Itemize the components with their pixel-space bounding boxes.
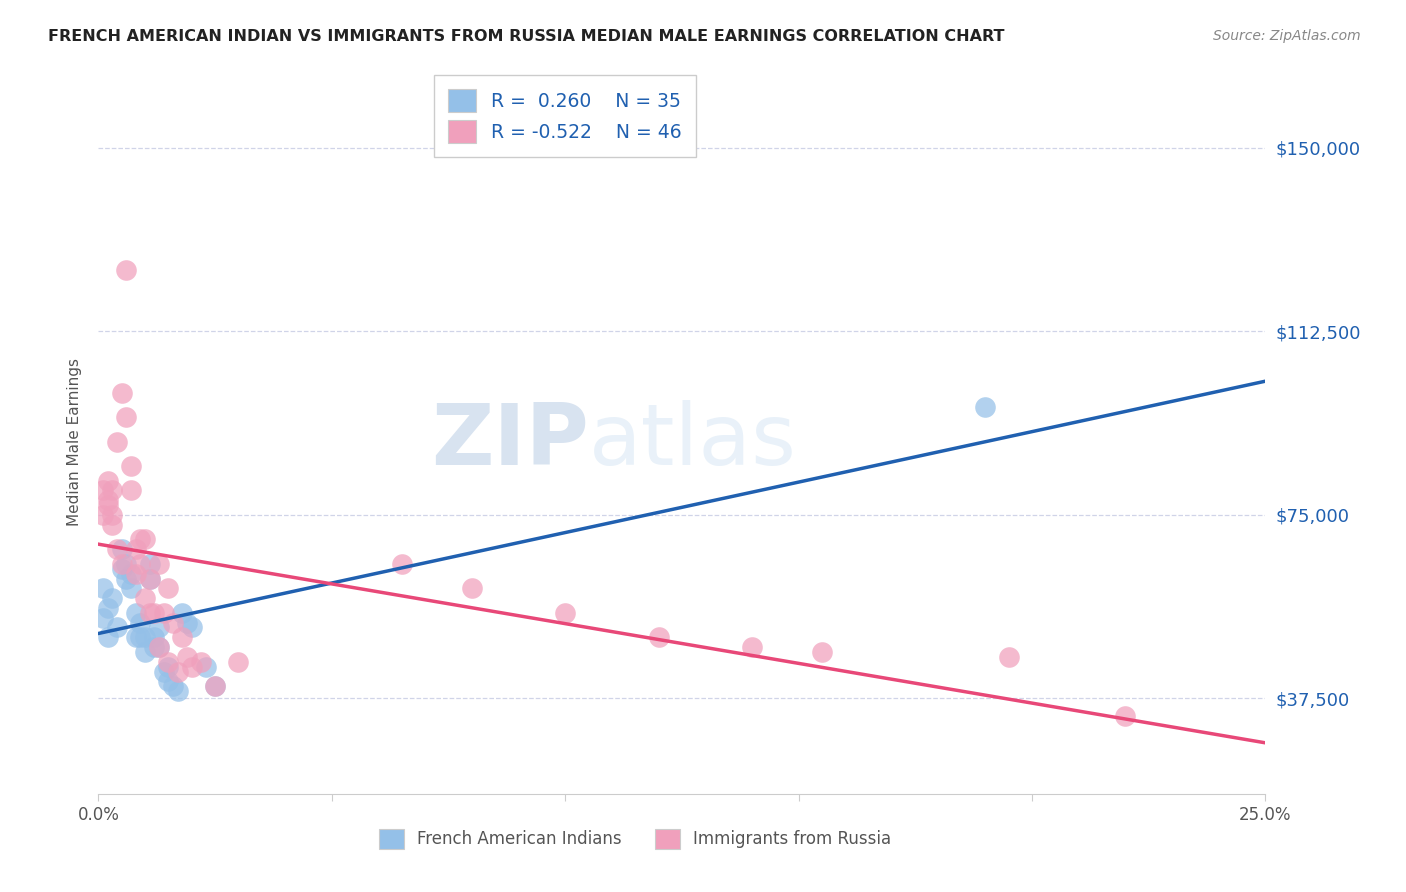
Point bbox=[125, 566, 148, 581]
Point bbox=[120, 483, 142, 498]
Point bbox=[166, 665, 188, 679]
Point bbox=[554, 606, 576, 620]
Point bbox=[134, 630, 156, 644]
Point bbox=[91, 582, 114, 596]
Point bbox=[129, 533, 152, 547]
Point bbox=[157, 582, 180, 596]
Point bbox=[101, 517, 124, 532]
Point bbox=[162, 679, 184, 693]
Point bbox=[143, 606, 166, 620]
Point bbox=[105, 542, 128, 557]
Point bbox=[129, 630, 152, 644]
Point bbox=[115, 410, 138, 425]
Point bbox=[111, 542, 134, 557]
Point bbox=[172, 630, 194, 644]
Point bbox=[143, 630, 166, 644]
Point bbox=[157, 659, 180, 673]
Point bbox=[129, 557, 152, 571]
Point bbox=[120, 458, 142, 473]
Point bbox=[125, 542, 148, 557]
Point bbox=[157, 674, 180, 689]
Point bbox=[129, 615, 152, 630]
Point bbox=[134, 533, 156, 547]
Text: FRENCH AMERICAN INDIAN VS IMMIGRANTS FROM RUSSIA MEDIAN MALE EARNINGS CORRELATIO: FRENCH AMERICAN INDIAN VS IMMIGRANTS FRO… bbox=[48, 29, 1004, 44]
Point bbox=[101, 508, 124, 522]
Point bbox=[741, 640, 763, 654]
Point bbox=[180, 659, 202, 673]
Point bbox=[228, 655, 250, 669]
Point bbox=[134, 591, 156, 606]
Point bbox=[148, 640, 170, 654]
Point bbox=[139, 606, 162, 620]
Point bbox=[91, 508, 114, 522]
Point bbox=[97, 474, 120, 488]
Point bbox=[166, 684, 188, 698]
Point bbox=[97, 601, 120, 615]
Point bbox=[120, 582, 142, 596]
Point bbox=[180, 620, 202, 634]
Point bbox=[148, 620, 170, 634]
Point bbox=[194, 659, 217, 673]
Point bbox=[162, 615, 184, 630]
Point bbox=[120, 566, 142, 581]
Point bbox=[461, 582, 484, 596]
Point bbox=[97, 498, 120, 512]
Point bbox=[97, 630, 120, 644]
Point bbox=[125, 630, 148, 644]
Text: Source: ZipAtlas.com: Source: ZipAtlas.com bbox=[1213, 29, 1361, 43]
Point bbox=[139, 572, 162, 586]
Point bbox=[125, 606, 148, 620]
Point bbox=[111, 562, 134, 576]
Legend: French American Indians, Immigrants from Russia: French American Indians, Immigrants from… bbox=[378, 829, 891, 849]
Text: ZIP: ZIP bbox=[430, 400, 589, 483]
Point bbox=[105, 620, 128, 634]
Point bbox=[115, 557, 138, 571]
Point bbox=[997, 649, 1019, 664]
Point bbox=[105, 434, 128, 449]
Point bbox=[647, 630, 669, 644]
Point bbox=[139, 557, 162, 571]
Text: atlas: atlas bbox=[589, 400, 797, 483]
Point bbox=[172, 606, 194, 620]
Point bbox=[115, 572, 138, 586]
Point bbox=[139, 572, 162, 586]
Point bbox=[152, 665, 174, 679]
Point bbox=[148, 640, 170, 654]
Point bbox=[101, 483, 124, 498]
Y-axis label: Median Male Earnings: Median Male Earnings bbox=[66, 358, 82, 525]
Point bbox=[101, 591, 124, 606]
Point bbox=[111, 385, 134, 400]
Point bbox=[152, 606, 174, 620]
Point bbox=[176, 649, 198, 664]
Point bbox=[391, 557, 413, 571]
Point bbox=[811, 645, 834, 659]
Point bbox=[134, 645, 156, 659]
Point bbox=[91, 483, 114, 498]
Point bbox=[204, 679, 226, 693]
Point bbox=[148, 557, 170, 571]
Point bbox=[111, 557, 134, 571]
Point bbox=[143, 640, 166, 654]
Point bbox=[190, 655, 212, 669]
Point bbox=[91, 610, 114, 624]
Point bbox=[97, 493, 120, 508]
Point bbox=[115, 263, 138, 277]
Point bbox=[157, 655, 180, 669]
Point bbox=[1114, 708, 1136, 723]
Point bbox=[204, 679, 226, 693]
Point bbox=[176, 615, 198, 630]
Point bbox=[974, 401, 997, 415]
